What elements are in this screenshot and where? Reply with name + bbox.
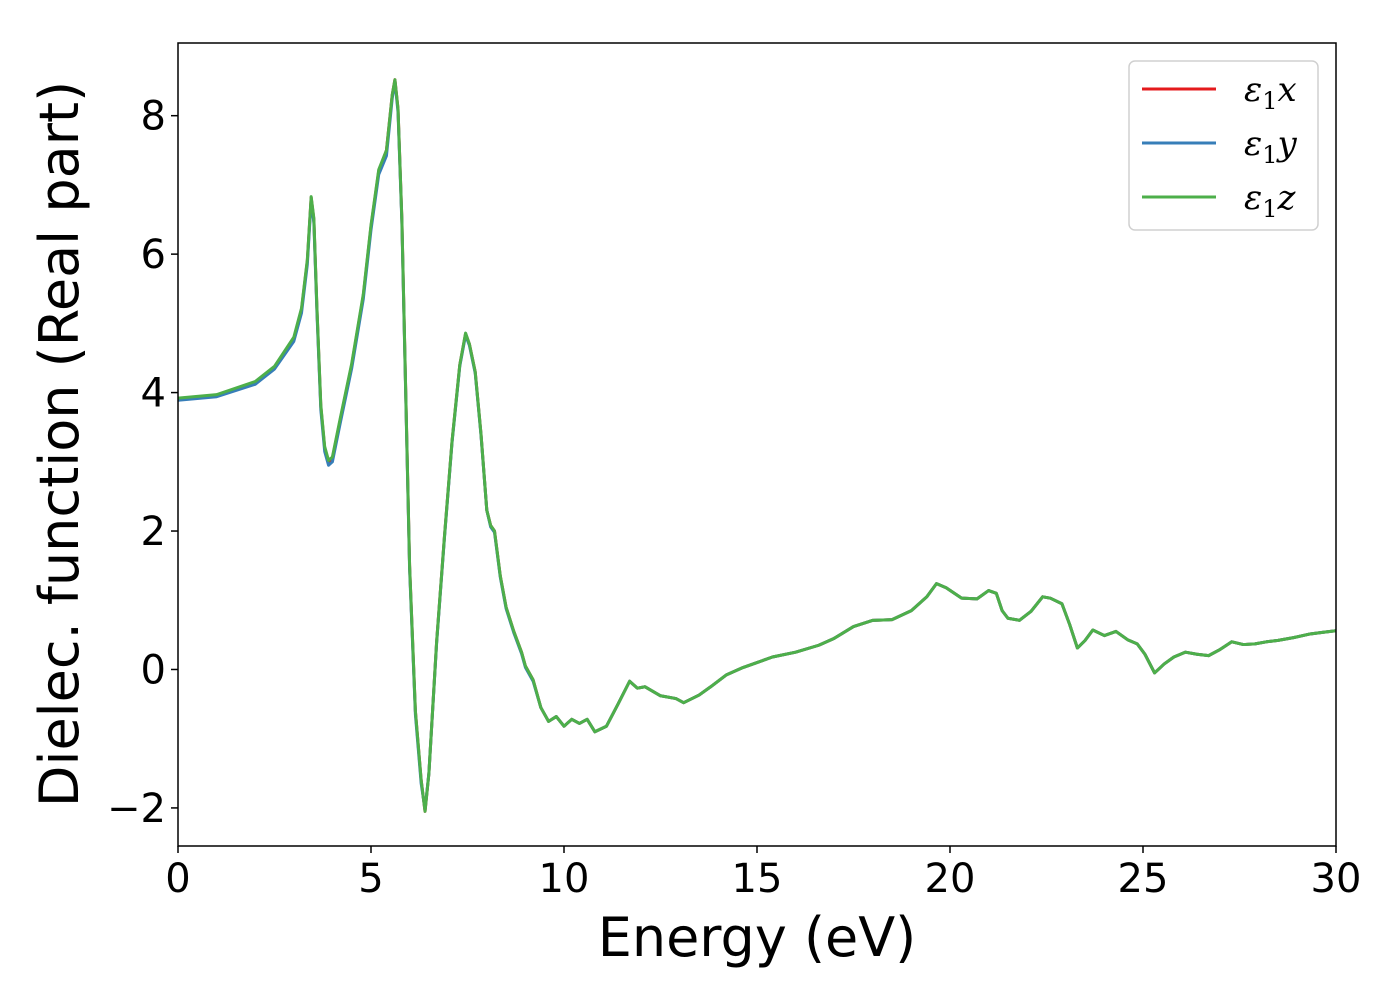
legend-items: ε1x ε1y ε1z <box>1142 70 1298 223</box>
legend-label-3: ε1z <box>1244 178 1297 223</box>
y-tick-label: 0 <box>141 647 166 693</box>
x-tick-label: 10 <box>539 856 590 902</box>
x-tick-label: 0 <box>165 856 190 902</box>
legend-label-2: ε1y <box>1244 124 1298 169</box>
x-tick-label: 30 <box>1311 856 1362 902</box>
y-tick-label: 4 <box>141 371 166 417</box>
x-tick-label: 15 <box>732 856 783 902</box>
legend-label-1: ε1x <box>1244 70 1297 115</box>
plot-area <box>177 42 1337 847</box>
series-line-3 <box>178 78 1336 813</box>
series-layer <box>178 78 1336 813</box>
y-axis: −2 0 2 4 6 8 <box>107 94 178 832</box>
y-tick-label: 6 <box>141 232 166 278</box>
y-tick-label: 8 <box>141 94 166 140</box>
y-tick-label: 2 <box>141 509 166 555</box>
y-tick-label: −2 <box>107 786 166 832</box>
legend: ε1x ε1y ε1z <box>1128 60 1319 231</box>
legend-box <box>1128 60 1319 231</box>
x-axis-title: Energy (eV) <box>598 906 917 969</box>
x-axis: 0 5 10 15 20 25 30 <box>165 846 1361 902</box>
x-tick-label: 25 <box>1118 856 1169 902</box>
x-tick-label: 5 <box>358 856 383 902</box>
x-tick-label: 20 <box>925 856 976 902</box>
y-axis-title: Dielec. function (Real part) <box>28 81 91 807</box>
